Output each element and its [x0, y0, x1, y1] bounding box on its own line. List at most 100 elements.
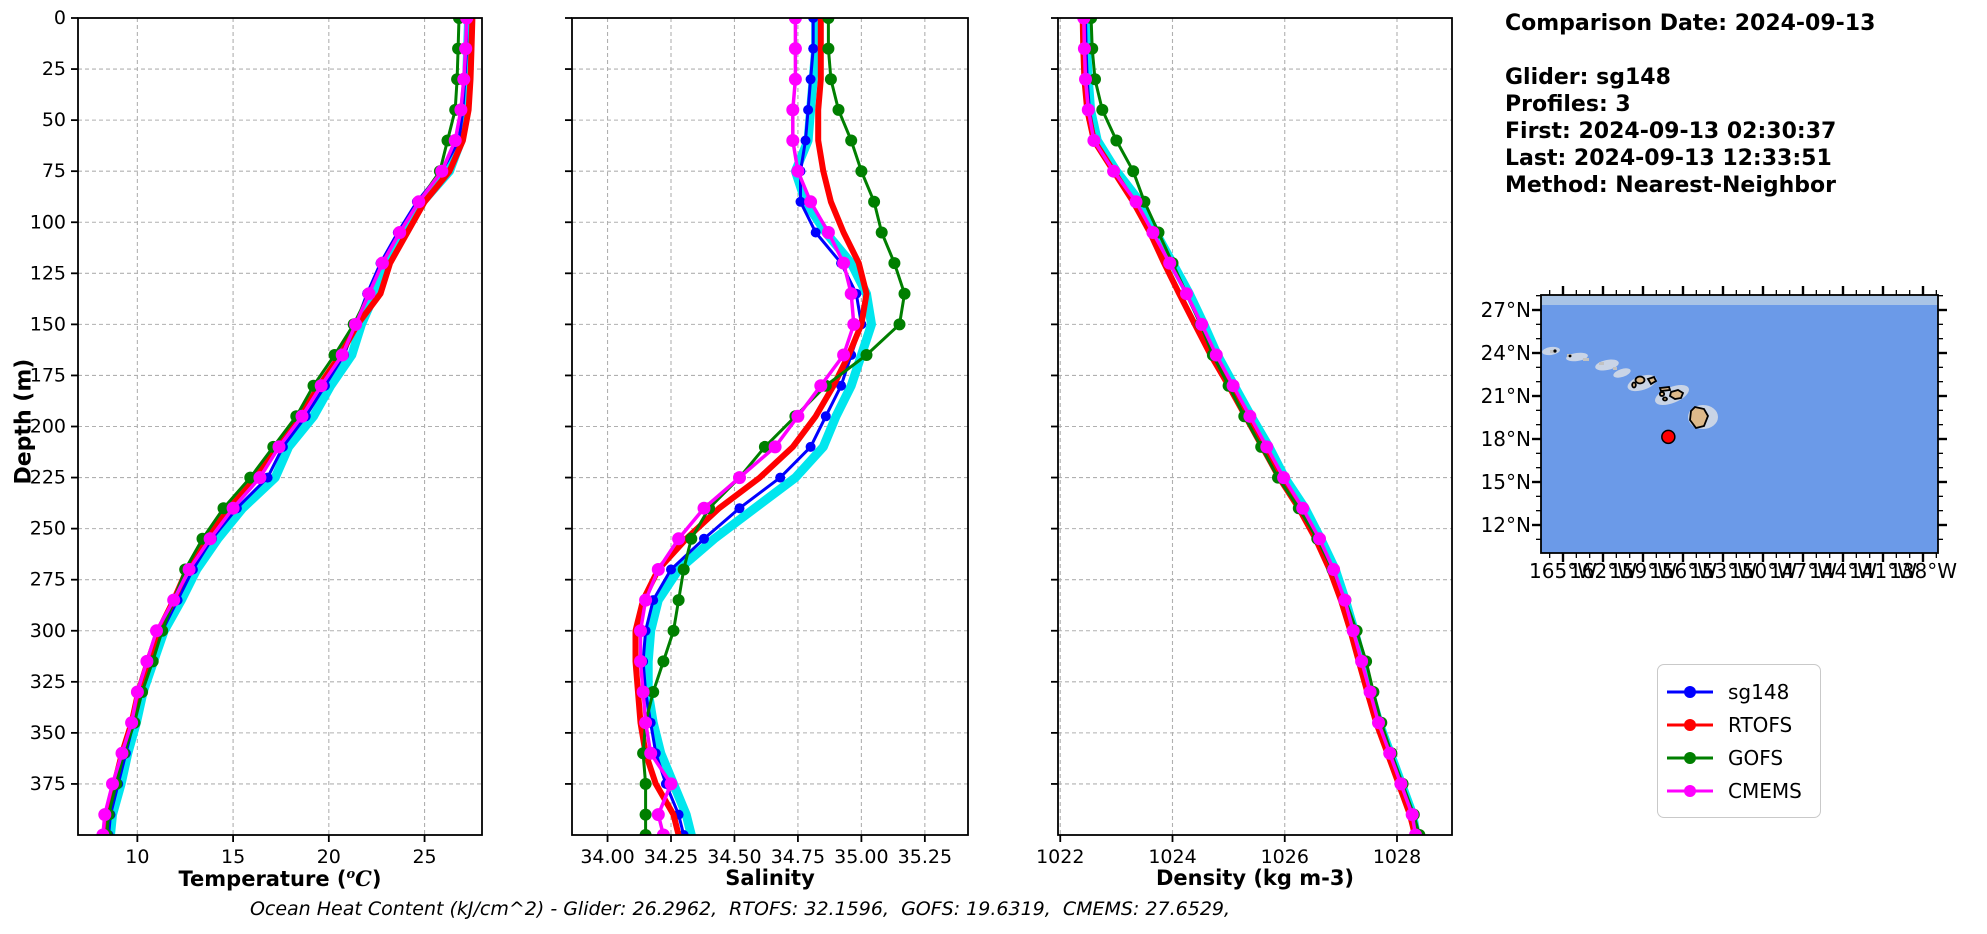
- series-cmems-marker: [460, 18, 474, 25]
- series-cmems-marker: [639, 716, 653, 730]
- series-cmems-marker: [791, 409, 805, 423]
- series-cmems-marker: [1409, 828, 1422, 835]
- legend-item-sg148: sg148: [1666, 675, 1820, 708]
- series-cmems-marker: [1077, 18, 1091, 25]
- series-group: [96, 18, 476, 835]
- series-cmems-marker: [847, 317, 861, 331]
- series-cmems-marker: [788, 72, 802, 86]
- location-map: 27°N 24°N 21°N 18°N 15°N 12°N 165°W 162°W 159°W 1…: [1481, 286, 1957, 583]
- depth-tick-label: 100: [30, 211, 66, 233]
- series-cmems-marker: [1363, 685, 1377, 699]
- series-cmems-marker: [1346, 624, 1360, 638]
- northwest-islets: [1550, 349, 1617, 370]
- legend-item-rtofs: RTOFS: [1666, 708, 1820, 741]
- series-cmems-marker: [1327, 563, 1341, 576]
- series-cmems-marker: [697, 501, 711, 515]
- depth-tick-label: 25: [42, 58, 66, 80]
- legend-label-sg148: sg148: [1728, 679, 1790, 704]
- series-gofs-marker: [822, 42, 835, 55]
- glider-id-text: Glider: sg148: [1505, 65, 1671, 90]
- series-sg148-marker: [820, 411, 831, 422]
- series-group: [1077, 18, 1426, 835]
- series-gofs-marker: [639, 829, 652, 835]
- series-gofs-marker: [893, 318, 906, 331]
- series-cmems-marker: [786, 134, 800, 147]
- series-cmems-marker: [375, 256, 389, 270]
- x-tick-label: 10: [125, 846, 149, 868]
- series-cmems-marker: [106, 777, 119, 791]
- depth-tick-label: 75: [42, 160, 66, 182]
- series-sg148-marker: [775, 472, 786, 483]
- map-canvas: [1532, 286, 1947, 562]
- map-lon-label: 159°W: [1609, 559, 1677, 583]
- series-cmems-marker: [788, 18, 802, 25]
- series-gofs-marker: [217, 502, 230, 515]
- hawaiian-islands: [1631, 375, 1709, 430]
- temperature-plot: 10 15 20 2502550751001251501752002252502753…: [30, 7, 483, 868]
- x-tick-label: 15: [221, 846, 245, 868]
- series-gofs-marker: [672, 594, 685, 607]
- series-sg148-marker: [795, 196, 806, 207]
- series-cmems-marker: [804, 195, 818, 209]
- depth-tick-label: 250: [30, 518, 66, 540]
- map-lon-label: 141°W: [1849, 559, 1917, 583]
- depth-tick-label: 325: [30, 671, 66, 693]
- series-sg148-marker: [808, 43, 819, 54]
- series-cmems-marker: [393, 226, 407, 239]
- series-cmems-marker: [150, 624, 163, 638]
- series-cmems-marker: [634, 624, 647, 638]
- series-cmems-marker: [272, 440, 286, 454]
- series-sg148-marker: [808, 18, 819, 23]
- map-lon-label: 153°W: [1689, 559, 1757, 583]
- series-cmems-marker: [98, 808, 112, 822]
- legend-item-cmems: CMEMS: [1666, 774, 1820, 807]
- series-cmems-line: [1082, 18, 1418, 835]
- map-lon-label: 165°W: [1529, 559, 1597, 583]
- legend-label-gofs: GOFS: [1728, 745, 1784, 770]
- series-sg148-marker: [810, 227, 821, 238]
- x-tick-label: 25: [412, 846, 436, 868]
- depth-tick-label: 200: [30, 416, 66, 438]
- series-cmems-marker: [1383, 746, 1397, 760]
- series-cmems-marker: [672, 532, 686, 546]
- first-profile-time-text: First: 2024-09-13 02:30:37: [1505, 119, 1837, 144]
- series-cmems-marker: [837, 256, 851, 270]
- x-tick-label: 34.75: [771, 846, 825, 868]
- series-cmems-marker: [656, 828, 670, 835]
- cmems-line-icon: [1667, 784, 1713, 797]
- sg148-line-icon: [1667, 685, 1713, 698]
- map-lat-label: 24°N: [1480, 341, 1531, 365]
- series-sg148-marker: [836, 380, 847, 391]
- x-tick-label: 34.00: [580, 846, 634, 868]
- series-cmems-marker: [768, 440, 782, 454]
- series-cmems-marker: [788, 42, 802, 56]
- depth-tick-label: 300: [30, 620, 66, 642]
- series-cmems-marker: [844, 287, 858, 301]
- series-gofs-marker: [647, 686, 660, 698]
- depth-tick-label: 125: [30, 262, 66, 284]
- series-cmems-marker: [651, 808, 665, 822]
- series-gofs-marker: [875, 226, 888, 239]
- map-lon-label: 144°W: [1809, 559, 1877, 583]
- x-tick-label: 34.50: [707, 846, 761, 868]
- series-sg148-marker: [805, 441, 816, 452]
- x-tick-label: 1022: [1036, 846, 1084, 868]
- series-cmems-marker: [644, 746, 658, 760]
- series-cmems-marker: [1394, 777, 1408, 791]
- series-cmems-marker: [203, 532, 217, 546]
- map-lon-label: 138°W: [1889, 559, 1957, 583]
- legend-item-gofs: GOFS: [1666, 741, 1820, 774]
- series-cmems-marker: [636, 685, 650, 699]
- depth-tick-label: 275: [30, 569, 66, 591]
- comparison-date-text: Comparison Date: 2024-09-13: [1505, 11, 1876, 36]
- series-sg148-marker: [805, 74, 816, 85]
- series-cmems-marker: [1277, 471, 1291, 485]
- depth-tick-label: 350: [30, 722, 66, 744]
- legend: sg148 RTOFS GOFS CMEMS: [1657, 664, 1821, 818]
- series-cmems-marker: [791, 164, 805, 178]
- gofs-line-icon: [1667, 751, 1713, 764]
- series-cmems-marker: [130, 685, 144, 699]
- series-cmems-marker: [226, 501, 240, 515]
- map-lat-label: 18°N: [1480, 427, 1531, 451]
- series-cmems-marker: [1079, 72, 1092, 86]
